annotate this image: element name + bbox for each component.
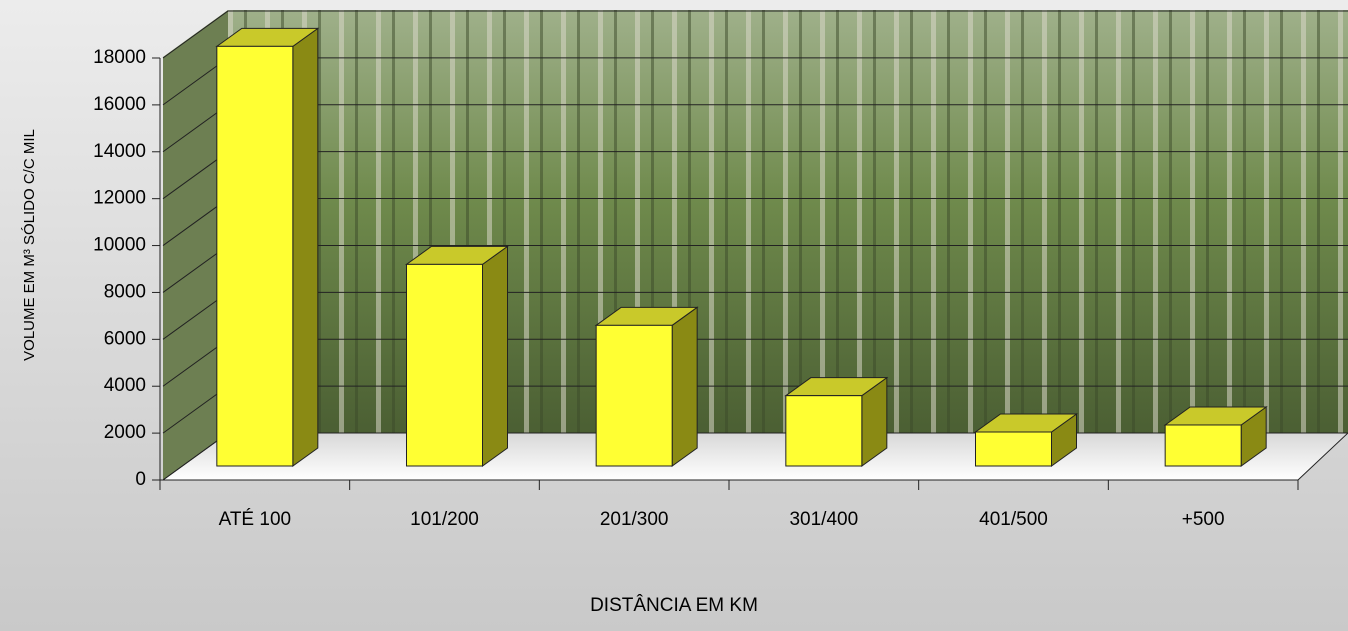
bar [216,45,294,467]
y-tick-label: 18000 [93,47,146,68]
y-tick-label: 4000 [104,375,146,396]
bar-side [292,27,319,467]
y-tick-label: 6000 [104,328,146,349]
bar [785,395,863,467]
bar [975,431,1052,467]
grid-line [162,10,1348,59]
x-tick-label: +500 [1182,509,1225,530]
x-tick-label: 101/200 [410,509,479,530]
back-wall-texture [228,10,1348,433]
y-axis-title: VOLUME EM M³ SÓLIDO C/C MIL [21,129,38,361]
x-tick-label: 301/400 [789,509,858,530]
y-tick-label: 12000 [93,188,146,209]
y-tick-label: 10000 [93,235,146,256]
y-tick-label: 0 [135,469,146,490]
y-tick-label: 16000 [93,94,146,115]
side-wall [163,10,228,480]
x-tick-label: 401/500 [979,509,1048,530]
bar [1164,424,1242,467]
y-tick-label: 2000 [104,422,146,443]
bar [595,324,673,467]
bar-side [671,306,698,467]
bar-side [482,245,508,467]
bar [406,263,483,467]
y-tick-label: 14000 [93,141,146,162]
y-tick-label: 8000 [104,281,146,302]
x-tick-label: ATÉ 100 [219,509,292,530]
x-tick-label: 201/300 [600,509,669,530]
x-axis-title: DISTÂNCIA EM KM [590,594,758,616]
